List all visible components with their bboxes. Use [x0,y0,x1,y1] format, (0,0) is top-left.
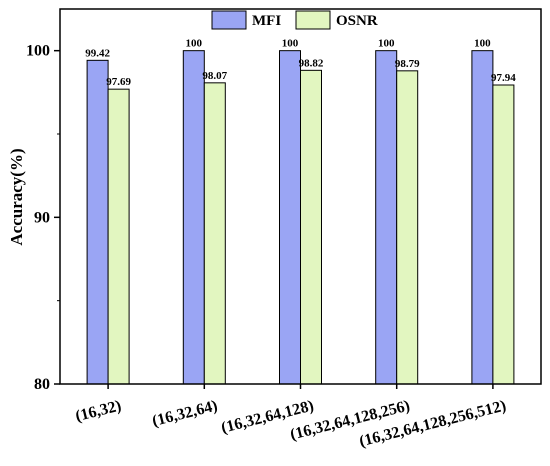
bar-mfi-0 [86,59,109,385]
x-axis-categories: (16,32) (16,32,64) (16,32,64,128)(16,32,64… [74,384,508,450]
data-label-osnr-1: 98.07 [202,70,227,82]
legend: MFI OSNR [211,10,378,30]
bars-layer [86,50,515,385]
category-label-1: (16,32,64) [150,397,219,430]
data-label-osnr-3: 98.79 [395,58,420,70]
legend-label-osnr: OSNR [336,13,378,29]
legend-swatch-mfi [211,10,247,30]
category-label-0: (16,32) [74,397,123,425]
y-tick-label: 80 [34,376,50,393]
y-axis-title: Accuracy(%) [7,148,26,245]
data-label-osnr-0: 97.69 [106,76,131,88]
bar-mfi-1 [182,50,205,385]
data-labels: 99.4297.6910098.0710098.8210098.7910097.… [85,38,516,88]
bar-osnr-4 [492,84,515,385]
data-label-mfi-0: 99.42 [85,47,110,59]
data-label-mfi-1: 100 [186,38,203,50]
legend-swatch-osnr [295,10,331,30]
bar-osnr-2 [300,69,322,385]
data-label-mfi-3: 100 [378,38,395,50]
legend-label-mfi: MFI [252,13,281,29]
data-label-mfi-2: 100 [282,38,299,50]
data-label-osnr-4: 97.94 [491,72,516,84]
y-axis: 80 90 100 [26,43,60,393]
y-tick-label: 100 [26,43,50,60]
bar-mfi-3 [375,50,398,385]
y-tick-label: 90 [34,209,50,226]
bar-osnr-0 [107,88,130,385]
bar-mfi-2 [279,50,301,385]
bar-osnr-1 [203,82,226,385]
bar-osnr-3 [396,70,419,385]
data-label-mfi-4: 100 [474,38,491,50]
bar-mfi-4 [471,50,494,385]
data-label-osnr-2: 98.82 [299,57,324,69]
